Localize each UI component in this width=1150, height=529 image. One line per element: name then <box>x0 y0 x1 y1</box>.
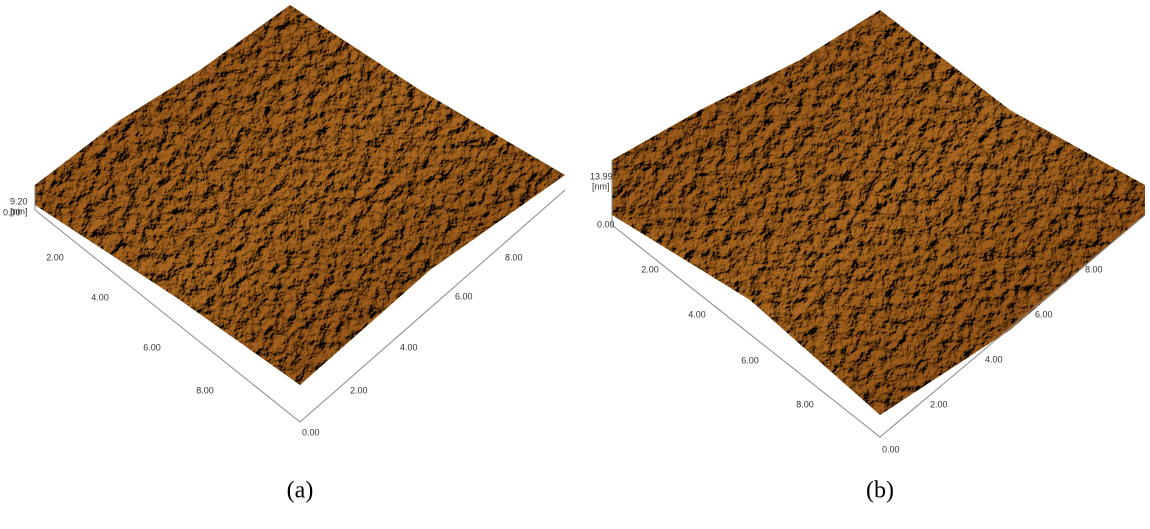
left-axis-tick: 2.00 <box>641 264 659 274</box>
caption: (b) <box>866 478 894 504</box>
afm-surface <box>612 10 1145 415</box>
z-max-label: 13.99 <box>590 171 613 181</box>
caption: (a) <box>287 478 314 504</box>
left-axis-tick: 8.00 <box>796 399 814 409</box>
right-axis-tick: 0.00 <box>302 427 320 437</box>
panels: 9.20[nm]0.002.004.006.008.000.002.004.00… <box>3 5 1146 504</box>
right-axis-tick: 4.00 <box>985 354 1003 364</box>
right-axis-tick: 4.00 <box>400 342 418 352</box>
z-origin-label: 0.00 <box>3 207 21 217</box>
right-axis-tick: 2.00 <box>350 385 368 395</box>
right-axis-tick: 8.00 <box>505 252 523 262</box>
afm-panel: 13.99[nm] 0.00 2.00 4.00 6.00 8.00 0.00 2.00 4.0… <box>590 10 1146 504</box>
z-origin-label: 0.00 <box>597 219 615 229</box>
right-axis-tick: 6.00 <box>455 291 473 301</box>
base-axis <box>34 189 566 423</box>
left-axis-tick: 2.00 <box>46 252 64 262</box>
left-axis-tick: 4.00 <box>91 292 109 302</box>
afm-panel: 9.20[nm]0.002.004.006.008.000.002.004.00… <box>3 5 566 504</box>
left-axis-tick: 6.00 <box>143 342 161 352</box>
right-axis-tick: 8.00 <box>1085 264 1103 274</box>
z-max-label: 9.20 <box>10 196 28 206</box>
left-axis-tick: 4.00 <box>688 309 706 319</box>
z-unit-label: [nm] <box>10 206 28 216</box>
afm-surface <box>35 5 565 385</box>
right-axis-tick: 0.00 <box>882 444 900 454</box>
right-axis-tick: 2.00 <box>930 399 948 409</box>
left-axis-tick: 6.00 <box>741 355 759 365</box>
z-unit-label: [nm] <box>592 181 610 191</box>
base-axis <box>611 214 1146 438</box>
left-axis-tick: 8.00 <box>196 385 214 395</box>
right-axis-tick: 6.00 <box>1035 309 1053 319</box>
